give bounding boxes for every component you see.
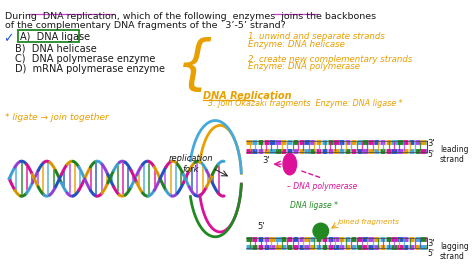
Text: Enzyme: DNA helicase: Enzyme: DNA helicase [248,40,345,49]
Text: replication
fork: replication fork [169,155,213,174]
Text: DNA ligase *: DNA ligase * [290,201,338,210]
Text: 3. join Okazaki fragments  Enzyme: DNA ligase *: 3. join Okazaki fragments Enzyme: DNA li… [208,99,402,108]
Ellipse shape [283,153,297,175]
Text: D)  mRNA polymerase enzyme: D) mRNA polymerase enzyme [15,64,165,74]
Text: – DNA polymerase: – DNA polymerase [287,182,357,190]
Text: {: { [176,37,213,94]
Text: 1. unwind and separate strands: 1. unwind and separate strands [248,32,385,41]
Text: Enzyme: DNA polymerase: Enzyme: DNA polymerase [248,63,360,71]
Text: B)  DNA helicase: B) DNA helicase [15,43,97,53]
Text: joined fragments: joined fragments [338,219,400,226]
Text: 3': 3' [427,139,435,148]
Text: of the complementary DNA fragments of the `3’-5’ strand?: of the complementary DNA fragments of th… [5,21,286,30]
Text: A)  DNA ligase: A) DNA ligase [20,32,90,42]
Text: 3': 3' [263,156,270,165]
Text: During  DNA replication, which of the following  enzymes  joins the backbones: During DNA replication, which of the fol… [5,12,376,21]
Text: 2. create new complementary strands: 2. create new complementary strands [248,55,412,64]
Text: 5': 5' [427,250,434,258]
Text: leading
strand: leading strand [440,145,468,164]
Text: lagging
strand: lagging strand [440,242,469,261]
Text: C)  DNA polymerase enzyme: C) DNA polymerase enzyme [15,54,155,64]
Text: 5': 5' [258,222,265,231]
Text: 3': 3' [427,239,435,248]
Text: * ligate → join together: * ligate → join together [5,113,109,122]
Text: DNA Replication: DNA Replication [203,90,292,101]
Text: ✓: ✓ [3,32,14,45]
Ellipse shape [313,223,328,239]
Text: 5': 5' [427,149,434,159]
